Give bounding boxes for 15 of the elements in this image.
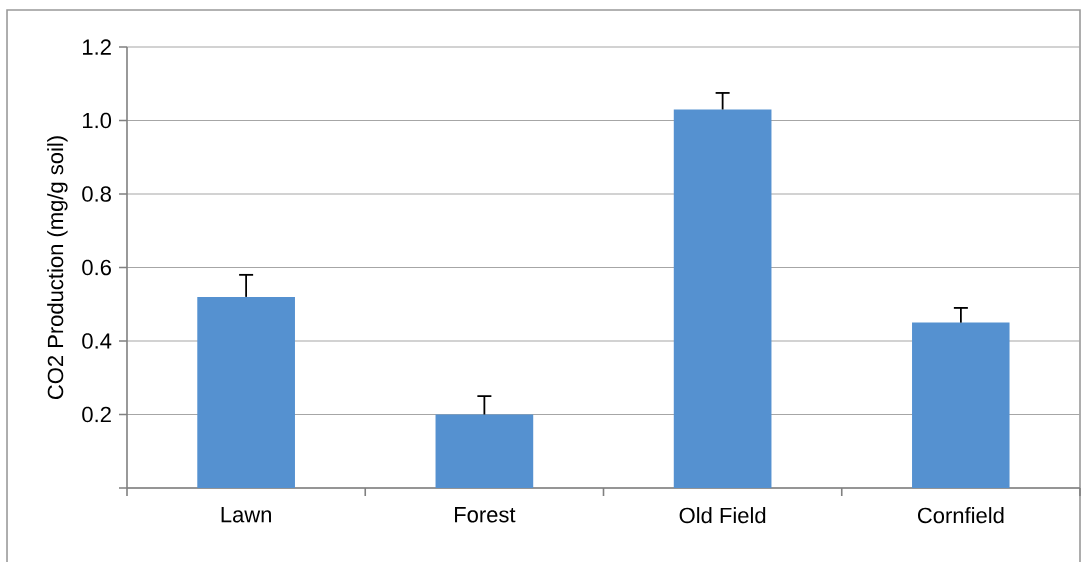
y-axis-title: CO2 Production (mg/g soil) [47, 136, 68, 400]
y-tick-label: 0.4 [82, 333, 112, 349]
bar [673, 109, 772, 489]
x-tick-label: Old Field [679, 507, 766, 524]
y-tick-label: 0.8 [82, 186, 111, 202]
x-tick-label: Lawn [221, 507, 271, 523]
bar [912, 322, 1010, 489]
bar [435, 414, 534, 489]
y-tick-label: 1.2 [83, 39, 111, 55]
y-tick-label: 0.2 [82, 406, 111, 423]
x-tick-label: Cornfield [917, 507, 1004, 524]
x-tick-label: Forest [455, 507, 516, 523]
y-tick-label: 1.0 [83, 112, 112, 129]
bar [197, 296, 295, 489]
y-tick-label: 0.6 [82, 259, 111, 276]
